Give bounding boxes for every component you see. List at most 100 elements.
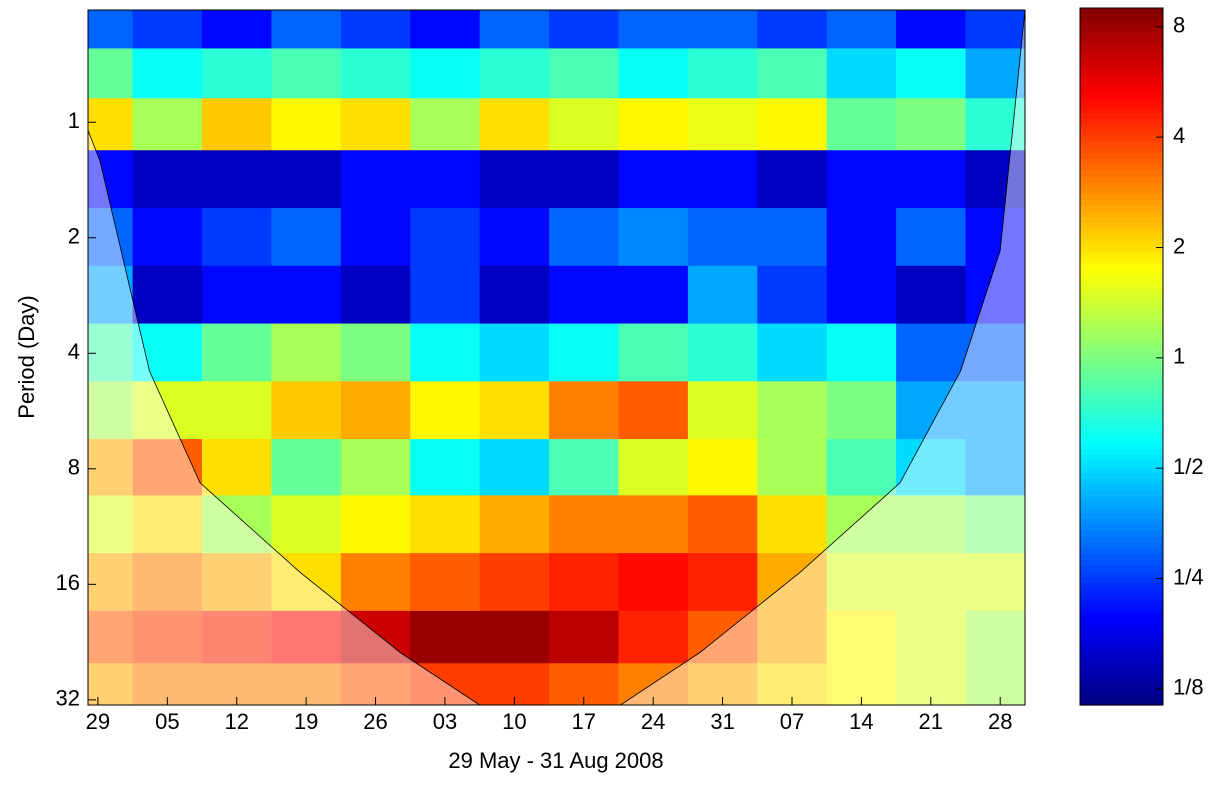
heat-cell xyxy=(340,381,411,440)
heat-cell xyxy=(271,48,342,99)
heat-cell xyxy=(202,208,272,267)
heat-cell xyxy=(88,610,134,664)
colorbar-step xyxy=(1080,693,1163,700)
colorbar-step xyxy=(1080,48,1163,56)
colorbar-tick-label: 1/2 xyxy=(1173,454,1204,479)
colorbar-tick-label: 1/4 xyxy=(1173,564,1204,589)
heat-cell xyxy=(340,98,411,151)
heat-cell xyxy=(410,381,481,440)
heat-cell xyxy=(826,265,897,325)
colorbar-step xyxy=(1080,129,1163,137)
heat-cell xyxy=(618,323,689,382)
heat-cell xyxy=(88,98,134,151)
colorbar-tick-label: 2 xyxy=(1173,233,1185,258)
colorbar-step xyxy=(1080,513,1163,520)
colorbar-step xyxy=(1080,280,1163,288)
heat-cell xyxy=(618,98,689,151)
heat-cell xyxy=(618,48,689,99)
x-axis-label: 29 May - 31 Aug 2008 xyxy=(448,748,663,773)
colorbar-step xyxy=(1080,315,1163,323)
heat-cell xyxy=(88,553,134,612)
heat-cell xyxy=(202,495,272,554)
colorbar-step xyxy=(1080,333,1163,340)
x-tick-label: 17 xyxy=(572,709,596,734)
colorbar-tick-label: 4 xyxy=(1173,123,1185,148)
colorbar-step xyxy=(1080,135,1163,143)
colorbar-step xyxy=(1080,199,1163,207)
colorbar-step xyxy=(1080,164,1163,172)
colorbar-step xyxy=(1080,83,1163,90)
colorbar-step xyxy=(1080,565,1163,573)
heat-cell xyxy=(202,553,272,612)
heat-cell xyxy=(410,323,481,382)
heat-cell xyxy=(896,495,967,554)
heat-cell xyxy=(826,495,897,554)
colorbar-step xyxy=(1080,594,1163,602)
coi-shade xyxy=(88,10,1025,705)
colorbar-step xyxy=(1080,118,1163,125)
heat-cell xyxy=(618,553,689,612)
heat-cell xyxy=(410,265,481,325)
heat-cell xyxy=(549,495,619,554)
colorbar-step xyxy=(1080,257,1163,265)
colorbar-step xyxy=(1080,344,1163,352)
colorbar-step xyxy=(1080,670,1163,677)
colorbar-step xyxy=(1080,222,1163,230)
heat-cell xyxy=(479,208,550,267)
colorbar-step xyxy=(1080,559,1163,567)
colorbar-step xyxy=(1080,606,1163,613)
colorbar-step xyxy=(1080,530,1163,538)
x-tick-label: 14 xyxy=(849,709,873,734)
heat-cell xyxy=(687,150,758,209)
heat-cell xyxy=(896,150,967,209)
colorbar-step xyxy=(1080,588,1163,596)
heat-cell xyxy=(132,323,203,382)
colorbar-step xyxy=(1080,77,1163,85)
heat-cell xyxy=(965,610,1025,664)
heat-cell xyxy=(618,208,689,267)
colorbar-step xyxy=(1080,42,1163,50)
heat-cell xyxy=(202,10,272,49)
heat-cell xyxy=(479,48,550,99)
heat-cell xyxy=(757,98,828,151)
heat-cell xyxy=(896,381,967,440)
heat-cell xyxy=(618,610,689,664)
heat-cell xyxy=(479,439,550,496)
heat-cell xyxy=(202,48,272,99)
colorbar-step xyxy=(1080,217,1163,224)
heat-cell xyxy=(757,439,828,496)
colorbar-step xyxy=(1080,641,1163,648)
heat-cell xyxy=(410,10,481,49)
heat-cell xyxy=(271,98,342,151)
colorbar-step xyxy=(1080,368,1163,375)
colorbar-step xyxy=(1080,490,1163,497)
heat-cell xyxy=(965,323,1025,382)
heat-cell xyxy=(896,610,967,664)
heat-cell xyxy=(687,98,758,151)
colorbar-step xyxy=(1080,426,1163,433)
colorbar-frame xyxy=(1079,7,1164,706)
colorbar-step xyxy=(1080,71,1163,79)
heat-cell xyxy=(757,265,828,325)
colorbar-step xyxy=(1080,391,1163,398)
colorbar-step xyxy=(1080,106,1163,114)
colorbar-step xyxy=(1080,449,1163,456)
heat-cell xyxy=(88,495,134,554)
x-tick-label: 19 xyxy=(294,709,318,734)
colorbar-step xyxy=(1080,455,1163,462)
colorbar-step xyxy=(1080,193,1163,201)
heat-cell xyxy=(965,48,1025,99)
heat-cell xyxy=(549,439,619,496)
y-tick-label: 32 xyxy=(56,686,80,711)
x-tick-label: 12 xyxy=(224,709,248,734)
colorbar-step xyxy=(1080,292,1163,300)
heat-cell xyxy=(479,265,550,325)
colorbar-step xyxy=(1080,25,1163,32)
colorbar-step xyxy=(1080,583,1163,590)
colorbar-step xyxy=(1080,147,1163,154)
heat-cell xyxy=(896,439,967,496)
heat-cell xyxy=(826,381,897,440)
heat-cell xyxy=(479,553,550,612)
colorbar-step xyxy=(1080,19,1163,27)
colorbar-step xyxy=(1080,112,1163,119)
